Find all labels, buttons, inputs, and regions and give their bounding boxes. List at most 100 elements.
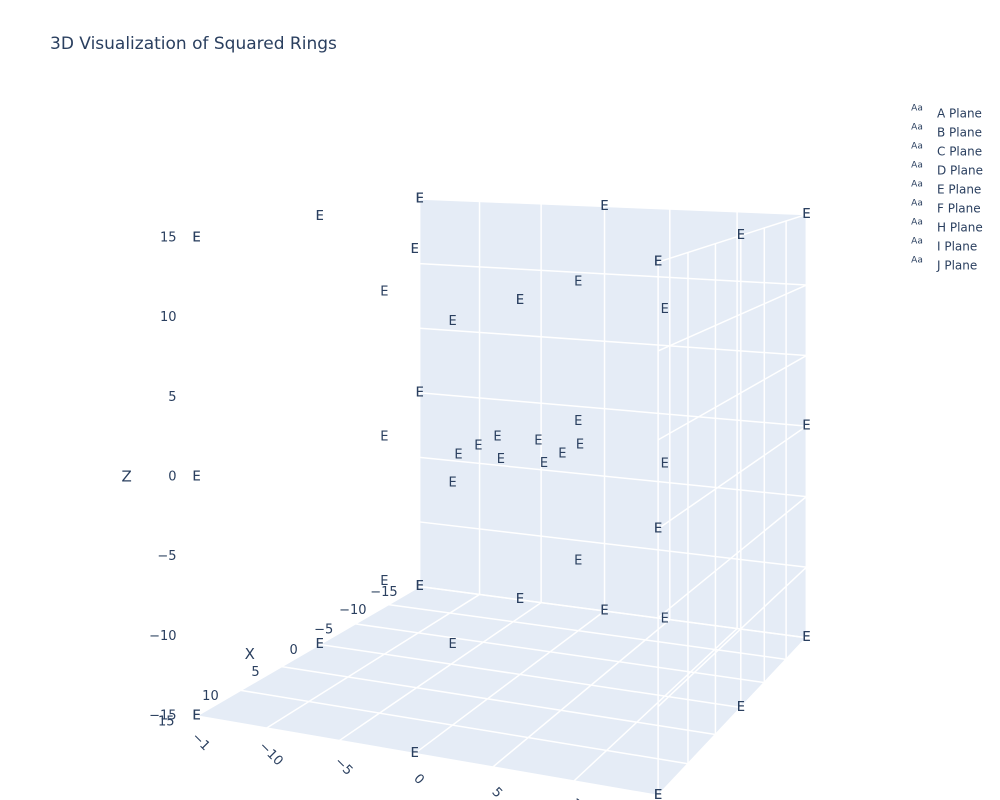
point-text: E bbox=[411, 746, 419, 761]
point-text: E bbox=[802, 630, 810, 645]
point-text: E bbox=[416, 192, 424, 207]
legend-symbol: Aa bbox=[911, 161, 923, 171]
legend-symbol: Aa bbox=[911, 180, 923, 190]
y-tick-label: −5 bbox=[331, 754, 355, 778]
point-text: E bbox=[516, 293, 524, 308]
point-text: E bbox=[737, 700, 745, 715]
point-text: E bbox=[654, 788, 662, 800]
point-text: E bbox=[540, 456, 548, 471]
wall-floor bbox=[196, 586, 807, 796]
z-tick-label: −10 bbox=[149, 629, 176, 644]
legend-label: I Plane bbox=[937, 240, 977, 254]
point-text: E bbox=[416, 192, 424, 207]
point-text: E bbox=[661, 457, 669, 472]
point-text: E bbox=[737, 700, 745, 715]
grid-line bbox=[419, 456, 807, 498]
point-text: E bbox=[654, 788, 662, 800]
legend-label: F Plane bbox=[937, 202, 981, 216]
point-text: E bbox=[192, 470, 200, 485]
grid-line bbox=[319, 643, 741, 709]
x-tick-label: 0 bbox=[290, 643, 298, 658]
point-text: E bbox=[516, 592, 524, 607]
point-text: E bbox=[474, 438, 482, 453]
grid-line bbox=[414, 610, 605, 755]
legend-symbol: Aa bbox=[911, 123, 923, 133]
grid-line bbox=[266, 593, 480, 729]
legend-symbol: Aa bbox=[911, 104, 923, 114]
point-text: E bbox=[316, 209, 324, 224]
point-text: E bbox=[192, 231, 200, 246]
point-text: E bbox=[802, 630, 810, 645]
point-text: E bbox=[493, 430, 501, 445]
point-text: E bbox=[454, 448, 462, 463]
x-tick-label: 5 bbox=[251, 665, 259, 680]
legend-label: D Plane bbox=[937, 164, 983, 178]
point-text: E bbox=[574, 553, 582, 568]
point-text: E bbox=[416, 579, 424, 594]
point-text: E bbox=[516, 592, 524, 607]
wall-back-y bbox=[658, 214, 807, 796]
point-text: E bbox=[416, 579, 424, 594]
grid-line bbox=[657, 354, 807, 441]
point-text: E bbox=[380, 284, 388, 299]
point-text: E bbox=[192, 708, 200, 723]
grid-line bbox=[338, 601, 542, 742]
point-text: E bbox=[380, 429, 388, 444]
point-text: E bbox=[574, 275, 582, 290]
z-tick-label: −5 bbox=[157, 549, 176, 564]
grid-line bbox=[240, 689, 689, 765]
point-text: E bbox=[316, 637, 324, 652]
grid-line bbox=[419, 392, 807, 427]
point-text: E bbox=[600, 603, 608, 618]
point-text: E bbox=[316, 209, 324, 224]
point-text: E bbox=[411, 242, 419, 257]
point-text: E bbox=[516, 293, 524, 308]
point-text: E bbox=[411, 242, 419, 257]
point-text: E bbox=[802, 207, 810, 222]
point-text: E bbox=[380, 574, 388, 589]
legend-symbol: Aa bbox=[911, 256, 923, 266]
point-text: E bbox=[192, 470, 200, 485]
y-tick-label: 5 bbox=[489, 785, 505, 800]
grid-line bbox=[419, 327, 807, 357]
legend-label: H Plane bbox=[937, 221, 983, 235]
y-tick-label: −10 bbox=[256, 739, 286, 769]
z-tick-label: 0 bbox=[168, 470, 176, 485]
point-text: E bbox=[600, 199, 608, 214]
z-tick-label: 10 bbox=[160, 310, 177, 325]
x-axis-label: X bbox=[245, 645, 255, 663]
point-text: E bbox=[654, 521, 662, 536]
x-tick-label: 15 bbox=[158, 714, 175, 729]
grid-line bbox=[573, 627, 738, 782]
point-text: E bbox=[737, 228, 745, 243]
point-text: E bbox=[654, 255, 662, 270]
point-text: E bbox=[802, 207, 810, 222]
x-tick-label: −10 bbox=[339, 603, 366, 618]
point-text: E bbox=[654, 521, 662, 536]
point-text: E bbox=[661, 611, 669, 626]
point-text: E bbox=[737, 228, 745, 243]
point-text: E bbox=[802, 630, 810, 645]
legend-symbol: Aa bbox=[911, 218, 923, 228]
point-text: E bbox=[416, 192, 424, 207]
point-text: E bbox=[576, 437, 584, 452]
z-tick-label: −15 bbox=[149, 708, 176, 723]
grid-line bbox=[419, 198, 807, 216]
point-text: E bbox=[600, 603, 608, 618]
x-tick-label: −15 bbox=[370, 585, 397, 600]
point-text: E bbox=[192, 708, 200, 723]
point-text: E bbox=[654, 788, 662, 800]
legend-label: A Plane bbox=[937, 107, 982, 121]
legend-label: C Plane bbox=[937, 145, 982, 159]
grid-line bbox=[657, 637, 807, 797]
point-text: E bbox=[497, 452, 505, 467]
grid-line bbox=[196, 715, 659, 797]
point-text: E bbox=[316, 637, 324, 652]
legend-symbol: Aa bbox=[911, 199, 923, 209]
point-text: E bbox=[654, 255, 662, 270]
z-tick-label: 5 bbox=[168, 390, 176, 405]
legend-symbol: Aa bbox=[911, 142, 923, 152]
point-text: E bbox=[192, 231, 200, 246]
point-text: E bbox=[802, 419, 810, 434]
grid-line bbox=[657, 213, 807, 263]
